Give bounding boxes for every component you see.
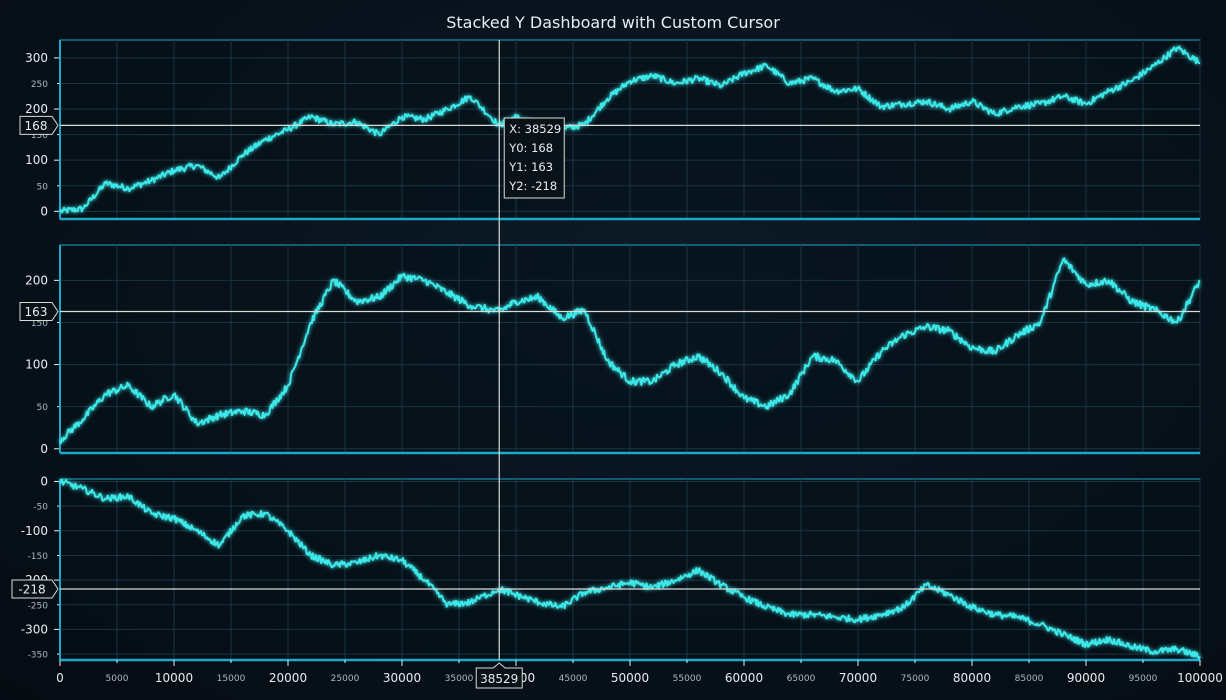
cursor-y-label-1: 163 <box>25 305 48 319</box>
cursor-tooltip-line: Y2: -218 <box>508 179 557 193</box>
x-minor-tick-label: 75000 <box>901 674 930 684</box>
x-major-tick-label: 70000 <box>839 671 877 685</box>
y-major-tick-label: 100 <box>25 153 48 167</box>
x-major-tick-label: 20000 <box>269 671 307 685</box>
cursor-y-label-box-2 <box>11 579 59 599</box>
chart-panel-2: 0-100-200-300-50-150-250-350 <box>21 474 1201 662</box>
cursor-x-label-box <box>475 662 523 689</box>
y-minor-tick-label: 50 <box>37 182 49 192</box>
y-minor-tick-label: 150 <box>31 319 48 329</box>
y-major-tick-label: 200 <box>25 273 48 287</box>
x-axis: 0100002000030000400005000060000700008000… <box>56 660 1223 685</box>
x-minor-tick-label: 25000 <box>331 674 360 684</box>
y-major-tick-label: 100 <box>25 358 48 372</box>
y-major-tick-label: 0 <box>40 442 48 456</box>
cursor-y-label-0: 168 <box>25 119 48 133</box>
y-major-tick-label: -300 <box>21 622 48 636</box>
cursor-y-label-2: -218 <box>18 582 45 596</box>
chart-panel-0: 0 100 200 300 50 150 250 <box>25 39 1201 221</box>
y-major-tick-label: 0 <box>40 474 48 488</box>
y-minor-tick-label: -250 <box>28 601 49 611</box>
cursor-x-label: 38529 <box>480 672 518 686</box>
x-minor-tick-label: 95000 <box>1129 674 1158 684</box>
y-minor-tick-label: -350 <box>28 651 49 661</box>
x-minor-tick-label: 65000 <box>787 674 816 684</box>
x-major-tick-label: 80000 <box>953 671 991 685</box>
x-minor-tick-label: 85000 <box>1015 674 1044 684</box>
cursor-tooltip <box>503 117 565 199</box>
series-line-1 <box>59 257 1201 445</box>
x-minor-tick-label: 35000 <box>445 674 474 684</box>
x-major-tick-label: 60000 <box>725 671 763 685</box>
series-line-2 <box>59 478 1201 660</box>
x-major-tick-label: 90000 <box>1067 671 1105 685</box>
y-minor-tick-label: -150 <box>28 552 49 562</box>
x-major-tick-label: 50000 <box>611 671 649 685</box>
x-minor-tick-label: 15000 <box>217 674 246 684</box>
cursor-tooltip-line: Y1: 163 <box>508 160 553 174</box>
cursor-tooltip-line: X: 38529 <box>509 122 561 136</box>
y-major-tick-label: 0 <box>40 204 48 218</box>
x-major-tick-label: 100000 <box>1177 671 1223 685</box>
x-major-tick-label: 30000 <box>383 671 421 685</box>
y-major-tick-label: 300 <box>25 51 48 65</box>
series-line-0 <box>59 45 1200 214</box>
cursor: 168 163 -218 38529 X: 38529 Y0: 168 Y1: 163 Y2:… <box>11 40 1200 689</box>
x-minor-tick-label: 55000 <box>673 674 702 684</box>
y-major-tick-label: -100 <box>21 524 48 538</box>
x-major-tick-label: 0 <box>56 671 64 685</box>
x-major-tick-label: 10000 <box>155 671 193 685</box>
chart-panel-1: 0 100 200 50 150 <box>25 244 1201 456</box>
y-minor-tick-label: -50 <box>33 503 48 513</box>
y-major-tick-label: 200 <box>25 102 48 116</box>
cursor-y-label-box-0 <box>19 115 59 135</box>
cursor-y-label-box-1 <box>19 302 59 322</box>
x-minor-tick-label: 5000 <box>106 674 129 684</box>
y-minor-tick-label: 150 <box>31 131 48 141</box>
y-minor-tick-label: 50 <box>37 403 49 413</box>
chart-title: Stacked Y Dashboard with Custom Cursor <box>446 13 780 32</box>
cursor-tooltip-line: Y0: 168 <box>508 141 553 155</box>
x-minor-tick-label: 45000 <box>559 674 588 684</box>
y-minor-tick-label: 250 <box>31 80 48 90</box>
